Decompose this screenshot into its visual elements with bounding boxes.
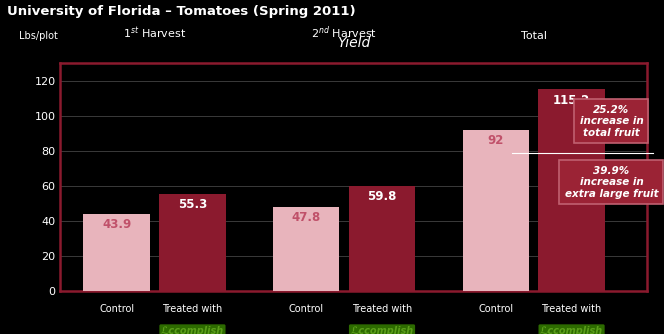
Bar bbox=[463, 130, 529, 291]
Text: 25.2%
increase in
total fruit: 25.2% increase in total fruit bbox=[580, 105, 643, 138]
Text: 39.9%
increase in
extra large fruit: 39.9% increase in extra large fruit bbox=[564, 166, 658, 199]
Text: Treated with: Treated with bbox=[352, 304, 412, 314]
Text: University of Florida – Tomatoes (Spring 2011): University of Florida – Tomatoes (Spring… bbox=[7, 5, 355, 18]
Text: Total: Total bbox=[521, 31, 546, 41]
Text: 47.8: 47.8 bbox=[291, 211, 321, 224]
Text: 2$^{nd}$ Harvest: 2$^{nd}$ Harvest bbox=[311, 24, 377, 41]
Text: Treated with: Treated with bbox=[541, 304, 602, 314]
Text: ℒccomplish: ℒccomplish bbox=[540, 326, 603, 334]
Text: 92: 92 bbox=[487, 134, 504, 147]
Bar bbox=[84, 214, 150, 291]
Text: 1$^{st}$ Harvest: 1$^{st}$ Harvest bbox=[123, 25, 186, 41]
Text: Control: Control bbox=[99, 304, 134, 314]
Bar bbox=[159, 194, 226, 291]
Text: Lbs/plot: Lbs/plot bbox=[19, 31, 58, 41]
Text: Yield: Yield bbox=[337, 36, 371, 50]
Text: 115.2: 115.2 bbox=[553, 94, 590, 107]
Text: Treated with: Treated with bbox=[162, 304, 222, 314]
Bar bbox=[349, 186, 415, 291]
Bar bbox=[539, 89, 605, 291]
Text: Control: Control bbox=[478, 304, 513, 314]
Text: 55.3: 55.3 bbox=[178, 198, 207, 211]
Text: ℒccomplish: ℒccomplish bbox=[351, 326, 414, 334]
Text: ℒccomplish: ℒccomplish bbox=[161, 326, 224, 334]
Text: 43.9: 43.9 bbox=[102, 218, 131, 231]
Bar bbox=[273, 207, 339, 291]
Text: Control: Control bbox=[289, 304, 324, 314]
Text: 59.8: 59.8 bbox=[367, 190, 396, 203]
